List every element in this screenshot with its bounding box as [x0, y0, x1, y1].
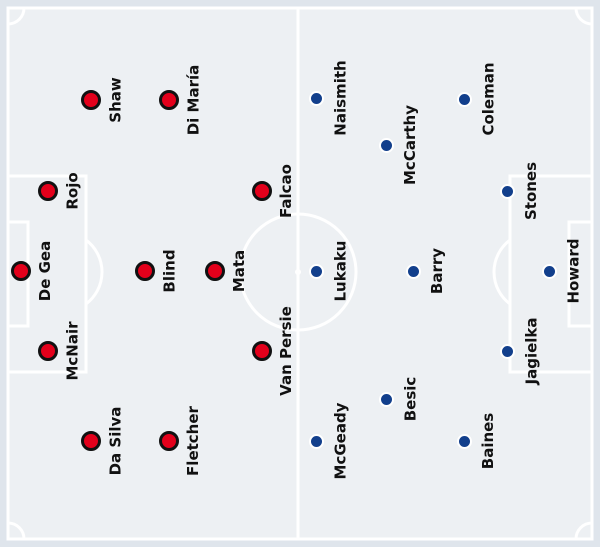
- away-player-marker: [541, 263, 557, 279]
- away-player-name: McCarthy: [400, 105, 419, 185]
- home-player-name: Falcao: [276, 164, 295, 218]
- home-player-marker: [38, 181, 58, 201]
- corner-arc-bottom-left: [7, 521, 26, 540]
- home-player-name: McNair: [63, 321, 82, 381]
- away-player-marker: [499, 183, 515, 199]
- away-player-marker: [456, 91, 472, 107]
- away-player-name: Jagielka: [522, 317, 540, 385]
- home-player-marker: [159, 431, 179, 451]
- home-player-name: Di María: [183, 64, 202, 136]
- centre-circle: [238, 212, 358, 332]
- home-player-name: De Gea: [36, 240, 55, 302]
- home-player-marker: [205, 261, 225, 281]
- right-goal-area: [567, 220, 594, 328]
- away-player-marker: [456, 433, 472, 449]
- away-player-name: Coleman: [479, 62, 498, 136]
- left-penalty-arc: [85, 238, 104, 306]
- home-player-marker: [38, 341, 58, 361]
- home-player-marker: [135, 261, 155, 281]
- away-player-marker: [308, 263, 324, 279]
- home-player-name: Blind: [160, 249, 179, 293]
- away-player-name: Stones: [522, 161, 541, 221]
- right-penalty-arc: [492, 238, 511, 306]
- home-player-name: Shaw: [106, 77, 125, 123]
- away-player-name: Barry: [428, 247, 447, 295]
- home-player-marker: [81, 431, 101, 451]
- away-player-marker: [308, 90, 324, 106]
- away-player-name: McGeady: [330, 402, 349, 480]
- corner-arc-bottom-right: [574, 521, 593, 540]
- home-player-name: Da Silva: [105, 406, 124, 476]
- away-player-marker: [378, 391, 394, 407]
- away-player-name: Naismith: [331, 60, 350, 136]
- away-player-name: Howard: [563, 238, 582, 304]
- home-player-marker: [81, 90, 101, 110]
- home-player-name: Mata: [230, 249, 249, 293]
- away-player-name: Baines: [479, 412, 498, 470]
- home-player-marker: [252, 181, 272, 201]
- away-player-name: Besic: [400, 376, 419, 422]
- corner-arc-top-right: [574, 7, 593, 26]
- away-player-marker: [405, 263, 421, 279]
- away-player-marker: [378, 137, 394, 153]
- away-player-marker: [308, 433, 324, 449]
- home-player-name: Rojo: [63, 172, 82, 210]
- away-player-marker: [499, 343, 515, 359]
- home-player-marker: [159, 90, 179, 110]
- home-player-marker: [11, 261, 31, 281]
- centre-spot: [295, 269, 301, 275]
- home-player-name: Van Persie: [276, 306, 295, 396]
- corner-arc-top-left: [7, 7, 26, 26]
- home-player-name: Fletcher: [183, 406, 202, 476]
- home-player-marker: [252, 341, 272, 361]
- away-player-name: Lukaku: [331, 240, 349, 302]
